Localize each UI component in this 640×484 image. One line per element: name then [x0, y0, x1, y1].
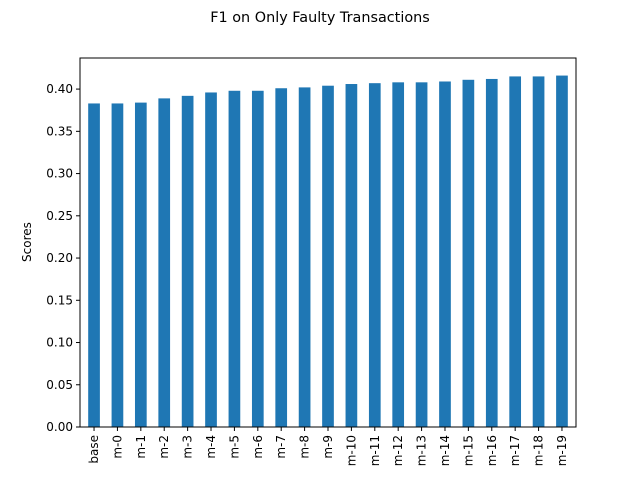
x-tick-label: m-3 [181, 435, 195, 459]
bar-m-9 [322, 85, 334, 427]
bar-m-15 [462, 79, 475, 428]
bar-base [88, 103, 100, 428]
y-tick-label: 0.30 [46, 167, 73, 181]
y-tick-label: 0.05 [46, 378, 73, 392]
x-tick-label: m-11 [368, 435, 382, 466]
x-tick-label: m-4 [204, 435, 218, 459]
bar-m-11 [368, 83, 381, 428]
x-tick-label: m-7 [274, 435, 288, 459]
bars-group [88, 75, 568, 428]
x-tick-label: m-6 [251, 435, 265, 459]
y-tick-label: 0.15 [46, 293, 73, 307]
y-axis: 0.00 0.05 0.10 0.15 0.20 0.25 0.30 0.35 0.40 [46, 82, 80, 434]
bar-m-6 [251, 90, 264, 428]
x-tick-label: m-13 [415, 435, 429, 466]
bar-m-4 [205, 92, 217, 427]
y-tick-label: 0.20 [46, 251, 73, 265]
bar-m-8 [298, 87, 311, 428]
bar-m-3 [181, 95, 194, 427]
x-tick-label: m-16 [485, 435, 499, 466]
x-tick-label: m-5 [227, 435, 241, 459]
y-tick-label: 0.10 [46, 336, 73, 350]
bar-m-16 [485, 78, 498, 427]
x-axis: base m-0 m-1 m-2 m-3 m-4 m-5 m-6 m-7 m-8 m-9 m-10 m-… [87, 427, 569, 466]
x-tick-label: m-17 [508, 435, 522, 466]
bar-m-5 [228, 90, 241, 428]
y-tick-label: 0.25 [46, 209, 73, 223]
y-tick-label: 0.00 [46, 420, 73, 434]
bar-m-13 [415, 82, 428, 427]
x-tick-label: m-12 [391, 435, 405, 466]
y-axis-label: Scores [20, 222, 34, 262]
x-tick-label: base [87, 435, 101, 464]
x-tick-label: m-15 [461, 435, 475, 466]
x-tick-label: m-0 [110, 435, 124, 459]
bar-m-2 [158, 98, 171, 427]
bar-m-18 [532, 76, 545, 428]
y-tick-label: 0.40 [46, 82, 73, 96]
bar-m-12 [392, 82, 405, 427]
bar-m-10 [345, 84, 358, 428]
bar-m-17 [509, 76, 522, 428]
bar-m-1 [134, 102, 147, 427]
x-tick-label: m-1 [134, 435, 148, 459]
x-tick-label: m-9 [321, 435, 335, 459]
bar-m-7 [275, 88, 288, 427]
x-tick-label: m-14 [438, 435, 452, 466]
x-tick-label: m-19 [555, 435, 569, 466]
chart-title: F1 on Only Faulty Transactions [210, 10, 430, 26]
x-tick-label: m-10 [344, 435, 358, 466]
bar-m-19 [556, 75, 568, 428]
bar-m-14 [439, 81, 451, 427]
x-tick-label: m-2 [157, 435, 171, 459]
bar-m-0 [111, 103, 124, 428]
x-tick-label: m-8 [298, 435, 312, 459]
y-tick-label: 0.35 [46, 124, 73, 138]
x-tick-label: m-18 [532, 435, 546, 466]
plot-frame [79, 57, 577, 428]
